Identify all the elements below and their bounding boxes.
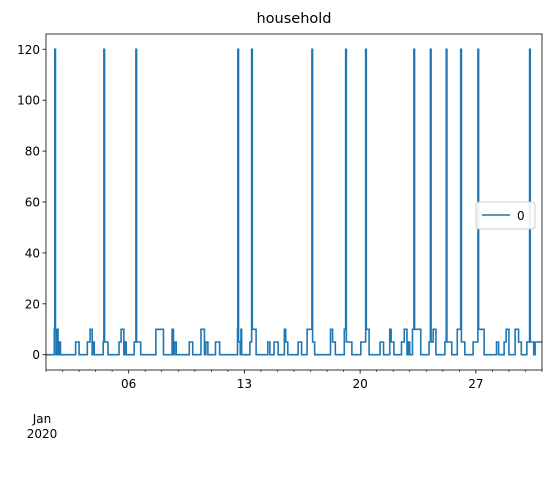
series-layer bbox=[46, 48, 542, 356]
chart-title: household bbox=[256, 11, 331, 27]
series-line-0 bbox=[46, 48, 542, 356]
y-tick-label: 100 bbox=[17, 94, 40, 108]
x-tick-label: 20 bbox=[352, 377, 367, 391]
legend: 0 bbox=[475, 201, 536, 230]
y-tick-label: 20 bbox=[25, 297, 40, 311]
legend-label: 0 bbox=[517, 209, 525, 223]
x-offset-year: 2020 bbox=[27, 427, 58, 441]
x-tick-label: 13 bbox=[237, 377, 252, 391]
x-offset-month: Jan bbox=[32, 412, 52, 426]
x-axis: 06 13 20 27 bbox=[45, 370, 543, 391]
y-axis: 0 20 40 60 80 100 120 bbox=[17, 43, 46, 362]
y-tick-label: 80 bbox=[25, 145, 40, 159]
x-tick-label: 27 bbox=[468, 377, 483, 391]
y-tick-label: 40 bbox=[25, 246, 40, 260]
y-tick-label: 60 bbox=[25, 196, 40, 210]
x-tick-label: 06 bbox=[121, 377, 136, 391]
y-tick-label: 0 bbox=[32, 348, 40, 362]
y-tick-label: 120 bbox=[17, 43, 40, 57]
plot-frame bbox=[45, 33, 543, 371]
